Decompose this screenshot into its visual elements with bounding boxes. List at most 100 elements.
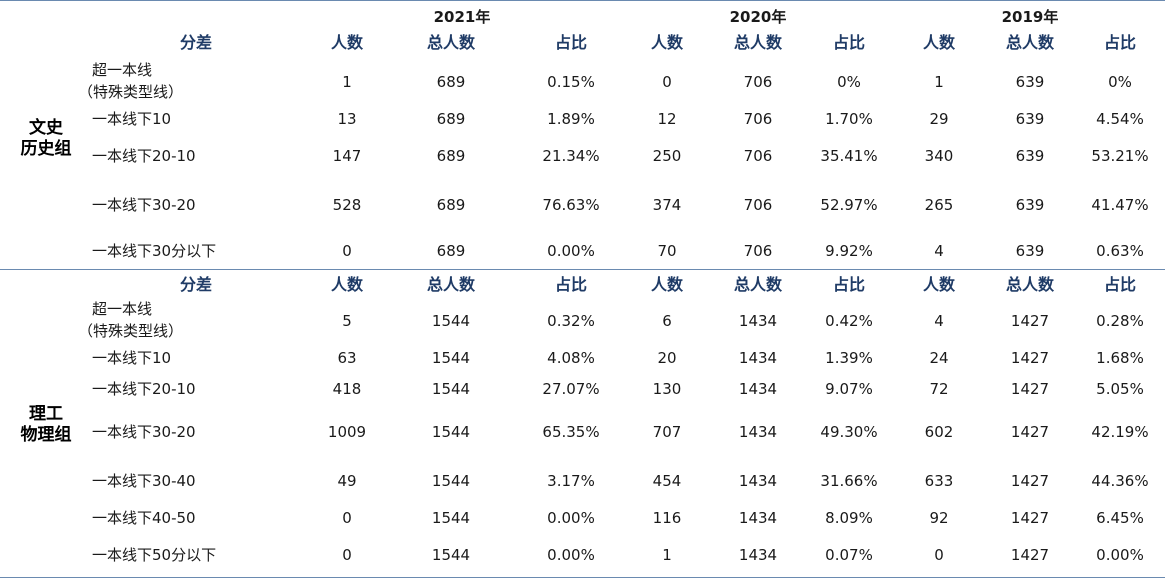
- table-cell: 1434: [738, 423, 778, 441]
- table-cell: 21.34%: [542, 147, 600, 165]
- table-cell: 9.07%: [825, 380, 873, 398]
- column-header: 人数: [922, 275, 956, 294]
- table-cell: 528: [332, 196, 362, 214]
- table-cell: 76.63%: [542, 196, 600, 214]
- table-cell: 602: [924, 423, 954, 441]
- row-label: 一本线下30-40: [92, 472, 196, 490]
- table-rule: [0, 0, 1165, 1]
- table-cell: 707: [652, 423, 682, 441]
- column-header: 分差: [179, 275, 213, 294]
- group-name-line: 理工: [29, 404, 63, 424]
- column-header: 人数: [922, 33, 956, 52]
- table-cell: 1544: [431, 546, 471, 564]
- table-cell: 706: [743, 242, 773, 260]
- table-cell: 5: [342, 312, 352, 330]
- table-cell: 27.07%: [542, 380, 600, 398]
- group-name-line: 文史: [29, 118, 63, 138]
- table-cell: 0.15%: [547, 73, 595, 91]
- table-rule: [0, 577, 1165, 578]
- table-cell: 1.70%: [825, 110, 873, 128]
- table-cell: 639: [1015, 242, 1045, 260]
- table-cell: 0.00%: [547, 509, 595, 527]
- table-cell: 639: [1015, 147, 1045, 165]
- table-cell: 4.54%: [1096, 110, 1144, 128]
- table-cell: 0.07%: [825, 546, 873, 564]
- table-cell: 250: [652, 147, 682, 165]
- table-cell: 1427: [1010, 472, 1050, 490]
- table-cell: 8.09%: [825, 509, 873, 527]
- row-label: 一本线下50分以下: [92, 546, 217, 564]
- column-header: 总人数: [1005, 275, 1055, 294]
- table-cell: 70: [657, 242, 677, 260]
- table-cell: 0.00%: [547, 546, 595, 564]
- column-header: 占比: [832, 33, 866, 52]
- table-cell: 4: [934, 312, 944, 330]
- table-cell: 35.41%: [820, 147, 878, 165]
- table-cell: 116: [652, 509, 682, 527]
- table-cell: 0%: [1108, 73, 1132, 91]
- table-cell: 689: [436, 110, 466, 128]
- table-cell: 9.92%: [825, 242, 873, 260]
- table-cell: 1.39%: [825, 349, 873, 367]
- table-cell: 72: [929, 380, 949, 398]
- group-name: 理工 物理组: [21, 404, 72, 446]
- table-cell: 49.30%: [820, 423, 878, 441]
- table-cell: 1.89%: [547, 110, 595, 128]
- table-cell: 1544: [431, 423, 471, 441]
- table-rule: [0, 269, 1165, 270]
- column-header: 总人数: [733, 275, 783, 294]
- table-cell: 265: [924, 196, 954, 214]
- column-header: 总人数: [1005, 33, 1055, 52]
- table-cell: 1427: [1010, 312, 1050, 330]
- table-cell: 13: [337, 110, 357, 128]
- table-cell: 0: [934, 546, 944, 564]
- table-cell: 454: [652, 472, 682, 490]
- table-cell: 1434: [738, 472, 778, 490]
- table-cell: 1427: [1010, 546, 1050, 564]
- row-label: 一本线下20-10: [92, 147, 196, 165]
- table-cell: 639: [1015, 110, 1045, 128]
- table-cell: 639: [1015, 196, 1045, 214]
- table-cell: 1544: [431, 312, 471, 330]
- table-cell: 24: [929, 349, 949, 367]
- year-header: 2019年: [1001, 8, 1059, 26]
- table-cell: 4: [934, 242, 944, 260]
- row-label: 一本线下40-50: [92, 509, 196, 527]
- year-header: 2020年: [729, 8, 787, 26]
- table-cell: 1427: [1010, 380, 1050, 398]
- row-label: 一本线下20-10: [92, 380, 196, 398]
- table-cell: 147: [332, 147, 362, 165]
- table-cell: 0: [342, 509, 352, 527]
- table-cell: 689: [436, 73, 466, 91]
- table-cell: 1434: [738, 312, 778, 330]
- table-cell: 1434: [738, 509, 778, 527]
- table-cell: 689: [436, 242, 466, 260]
- table-cell: 1544: [431, 349, 471, 367]
- column-header: 占比: [554, 275, 588, 294]
- column-header: 总人数: [426, 275, 476, 294]
- table-cell: 689: [436, 196, 466, 214]
- group-name-line: 历史组: [20, 139, 72, 159]
- table-cell: 52.97%: [820, 196, 878, 214]
- row-label: 一本线下10: [92, 349, 172, 367]
- table-cell: 706: [743, 110, 773, 128]
- table-cell: 1434: [738, 546, 778, 564]
- table-cell: 0.32%: [547, 312, 595, 330]
- row-label: （特殊类型线）: [78, 322, 184, 340]
- column-header: 占比: [832, 275, 866, 294]
- table-cell: 130: [652, 380, 682, 398]
- table-cell: 1.68%: [1096, 349, 1144, 367]
- row-label: （特殊类型线）: [78, 83, 184, 101]
- table-cell: 1434: [738, 349, 778, 367]
- table-cell: 1544: [431, 509, 471, 527]
- table-cell: 12: [657, 110, 677, 128]
- table-cell: 29: [929, 110, 949, 128]
- column-header: 人数: [650, 33, 684, 52]
- table-cell: 0.00%: [547, 242, 595, 260]
- table-cell: 639: [1015, 73, 1045, 91]
- table-cell: 3.17%: [547, 472, 595, 490]
- table-cell: 1009: [327, 423, 367, 441]
- table-cell: 340: [924, 147, 954, 165]
- column-header: 总人数: [733, 33, 783, 52]
- table-cell: 0.42%: [825, 312, 873, 330]
